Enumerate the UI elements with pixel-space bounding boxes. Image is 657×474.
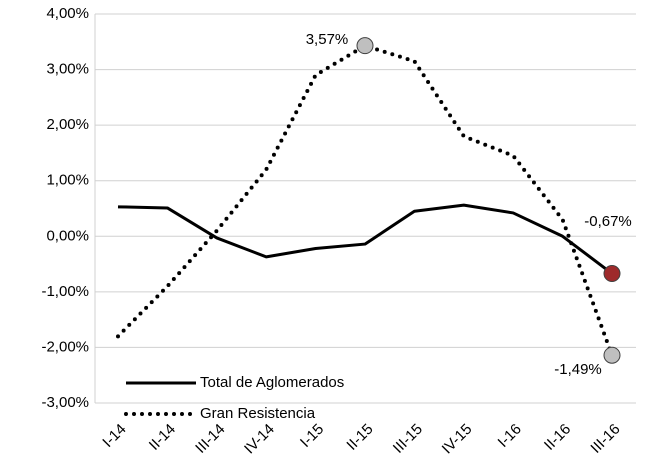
x-tick-label: IV-14 <box>241 421 278 458</box>
y-tick-label: -1,00% <box>41 283 89 300</box>
y-tick-label: 2,00% <box>46 116 89 133</box>
x-tick-label: II-16 <box>541 421 574 454</box>
x-tick-label: I-14 <box>99 421 129 451</box>
data-label: 3,57% <box>306 31 349 48</box>
x-tick-label: II-14 <box>146 421 179 454</box>
y-tick-label: -3,00% <box>41 394 89 411</box>
x-tick-label: III-14 <box>192 421 228 457</box>
x-tick-label: III-16 <box>587 421 623 457</box>
x-tick-label: II-15 <box>343 421 376 454</box>
x-tick-label: I-15 <box>297 421 327 451</box>
point-marker <box>356 37 374 55</box>
x-tick-label: III-15 <box>390 421 426 457</box>
point-marker <box>603 346 621 364</box>
point-marker <box>603 265 621 283</box>
data-label: -1,49% <box>554 361 602 378</box>
series-line <box>116 43 614 358</box>
y-tick-label: 3,00% <box>46 61 89 78</box>
y-tick-label: -2,00% <box>41 338 89 355</box>
series-line <box>117 203 613 275</box>
y-tick-label: 1,00% <box>46 172 89 189</box>
y-tick-label: 4,00% <box>46 5 89 22</box>
x-tick-label: I-16 <box>495 421 525 451</box>
x-tick-label: IV-15 <box>439 421 476 458</box>
legend-label: Gran Resistencia <box>200 405 316 422</box>
data-label: -0,67% <box>584 213 632 230</box>
y-tick-label: 0,00% <box>46 227 89 244</box>
legend-label: Total de Aglomerados <box>200 374 344 391</box>
